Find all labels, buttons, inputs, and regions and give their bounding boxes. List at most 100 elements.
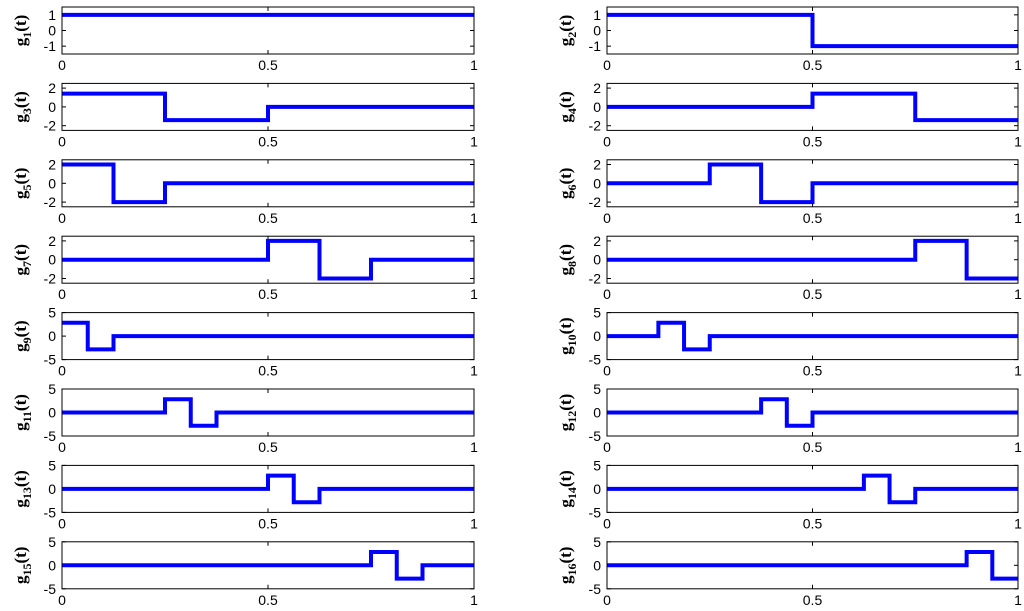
y-axis-label: g10(t): [556, 317, 579, 354]
y-tick-label: -5: [44, 352, 57, 368]
y-tick-label: 0: [593, 328, 601, 344]
x-tick-label: 0.5: [258, 439, 278, 455]
y-label-rest: (t): [11, 394, 30, 411]
axes-box: [606, 6, 1019, 55]
x-tick-label: 0.5: [803, 133, 823, 149]
data-line: [62, 91, 474, 123]
y-label-sub: 3: [20, 108, 34, 114]
data-line: [607, 397, 1018, 428]
y-label-rest: (t): [556, 244, 575, 261]
y-tick-label: 0: [48, 405, 56, 421]
x-tick-label: 0.5: [258, 210, 278, 226]
x-tick-label: 0: [58, 592, 66, 608]
y-tick-label: 0: [593, 175, 601, 191]
y-label-base: g: [11, 114, 30, 123]
x-tick-label: 0: [603, 439, 611, 455]
x-tick-label: 1: [470, 133, 478, 149]
data-line: [62, 473, 474, 505]
y-tick-label: -2: [589, 194, 602, 210]
y-tick-label: 2: [593, 233, 601, 249]
x-tick-label: 1: [470, 286, 478, 302]
axes-box: [61, 159, 475, 208]
y-tick-label: 0: [593, 481, 601, 497]
data-line: [607, 12, 1018, 49]
y-tick-label: -5: [589, 352, 602, 368]
x-tick-label: 0.5: [803, 210, 823, 226]
x-tick-label: 0.5: [258, 286, 278, 302]
x-tick-label: 1: [470, 592, 478, 608]
y-axis-label: g13(t): [11, 470, 34, 507]
axes-box: [606, 312, 1019, 361]
y-label-rest: (t): [556, 470, 575, 487]
x-tick-label: 1: [470, 439, 478, 455]
y-label-rest: (t): [556, 91, 575, 108]
y-label-rest: (t): [11, 91, 30, 108]
y-label-base: g: [556, 190, 575, 199]
y-label-rest: (t): [556, 317, 575, 334]
y-axis-label: g8(t): [556, 244, 579, 275]
x-tick-label: 0.5: [258, 363, 278, 379]
y-label-base: g: [11, 37, 30, 46]
data-line: [62, 238, 474, 281]
y-tick-label: -2: [589, 118, 602, 134]
y-tick-label: 0: [48, 252, 56, 268]
x-tick-label: 0: [58, 133, 66, 149]
y-axis-label: g14(t): [556, 470, 579, 507]
x-tick-label: 0: [58, 286, 66, 302]
y-label-rest: (t): [11, 168, 30, 185]
y-label-rest: (t): [11, 320, 30, 337]
axes-box: [606, 541, 1019, 590]
x-tick-label: 1: [1014, 363, 1022, 379]
y-axis-label: g12(t): [556, 394, 579, 431]
axes-box: [61, 388, 475, 437]
y-label-sub: 8: [565, 261, 579, 267]
data-line: [607, 320, 1018, 352]
y-tick-label: 5: [593, 381, 601, 397]
data-line: [607, 238, 1018, 281]
y-label-sub: 11: [20, 411, 34, 422]
y-axis-label: g9(t): [11, 320, 34, 351]
y-tick-label: 0: [593, 23, 601, 39]
y-tick-label: 5: [48, 305, 56, 321]
y-tick-label: 0: [593, 405, 601, 421]
x-tick-label: 0: [603, 286, 611, 302]
y-label-rest: (t): [11, 470, 30, 487]
y-label-sub: 7: [20, 261, 34, 267]
y-tick-label: 0: [48, 481, 56, 497]
axes-box: [61, 235, 475, 284]
axes-box: [61, 541, 475, 590]
y-tick-label: 0: [593, 252, 601, 268]
x-tick-label: 0.5: [803, 363, 823, 379]
y-tick-label: -5: [589, 504, 602, 520]
y-axis-label: g3(t): [11, 91, 34, 122]
x-tick-label: 0.5: [258, 133, 278, 149]
x-tick-label: 1: [1014, 592, 1022, 608]
y-label-rest: (t): [556, 547, 575, 564]
y-label-sub: 15: [20, 564, 34, 576]
y-tick-label: -5: [44, 581, 57, 597]
data-line: [607, 473, 1018, 505]
y-tick-label: 5: [593, 305, 601, 321]
y-label-base: g: [556, 575, 575, 584]
data-line: [62, 320, 474, 352]
axes-box: [61, 464, 475, 513]
y-tick-label: 5: [48, 381, 56, 397]
y-tick-label: 5: [48, 457, 56, 473]
axes-box: [606, 464, 1019, 513]
y-axis-label: g11(t): [11, 394, 34, 431]
y-tick-label: -2: [44, 194, 57, 210]
x-tick-label: 0: [603, 210, 611, 226]
x-tick-label: 0: [58, 57, 66, 73]
y-label-base: g: [11, 422, 30, 431]
data-line: [62, 550, 474, 581]
axes-box: [61, 312, 475, 361]
y-label-sub: 6: [565, 185, 579, 191]
y-label-sub: 12: [565, 411, 579, 423]
